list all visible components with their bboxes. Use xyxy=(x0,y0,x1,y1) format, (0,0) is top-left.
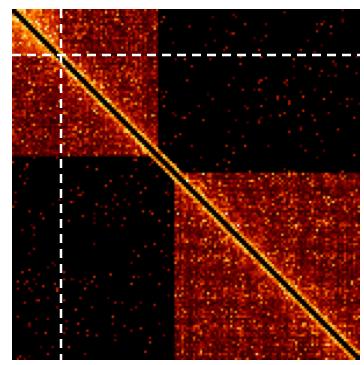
heatmap-matrix xyxy=(12,9,360,360)
